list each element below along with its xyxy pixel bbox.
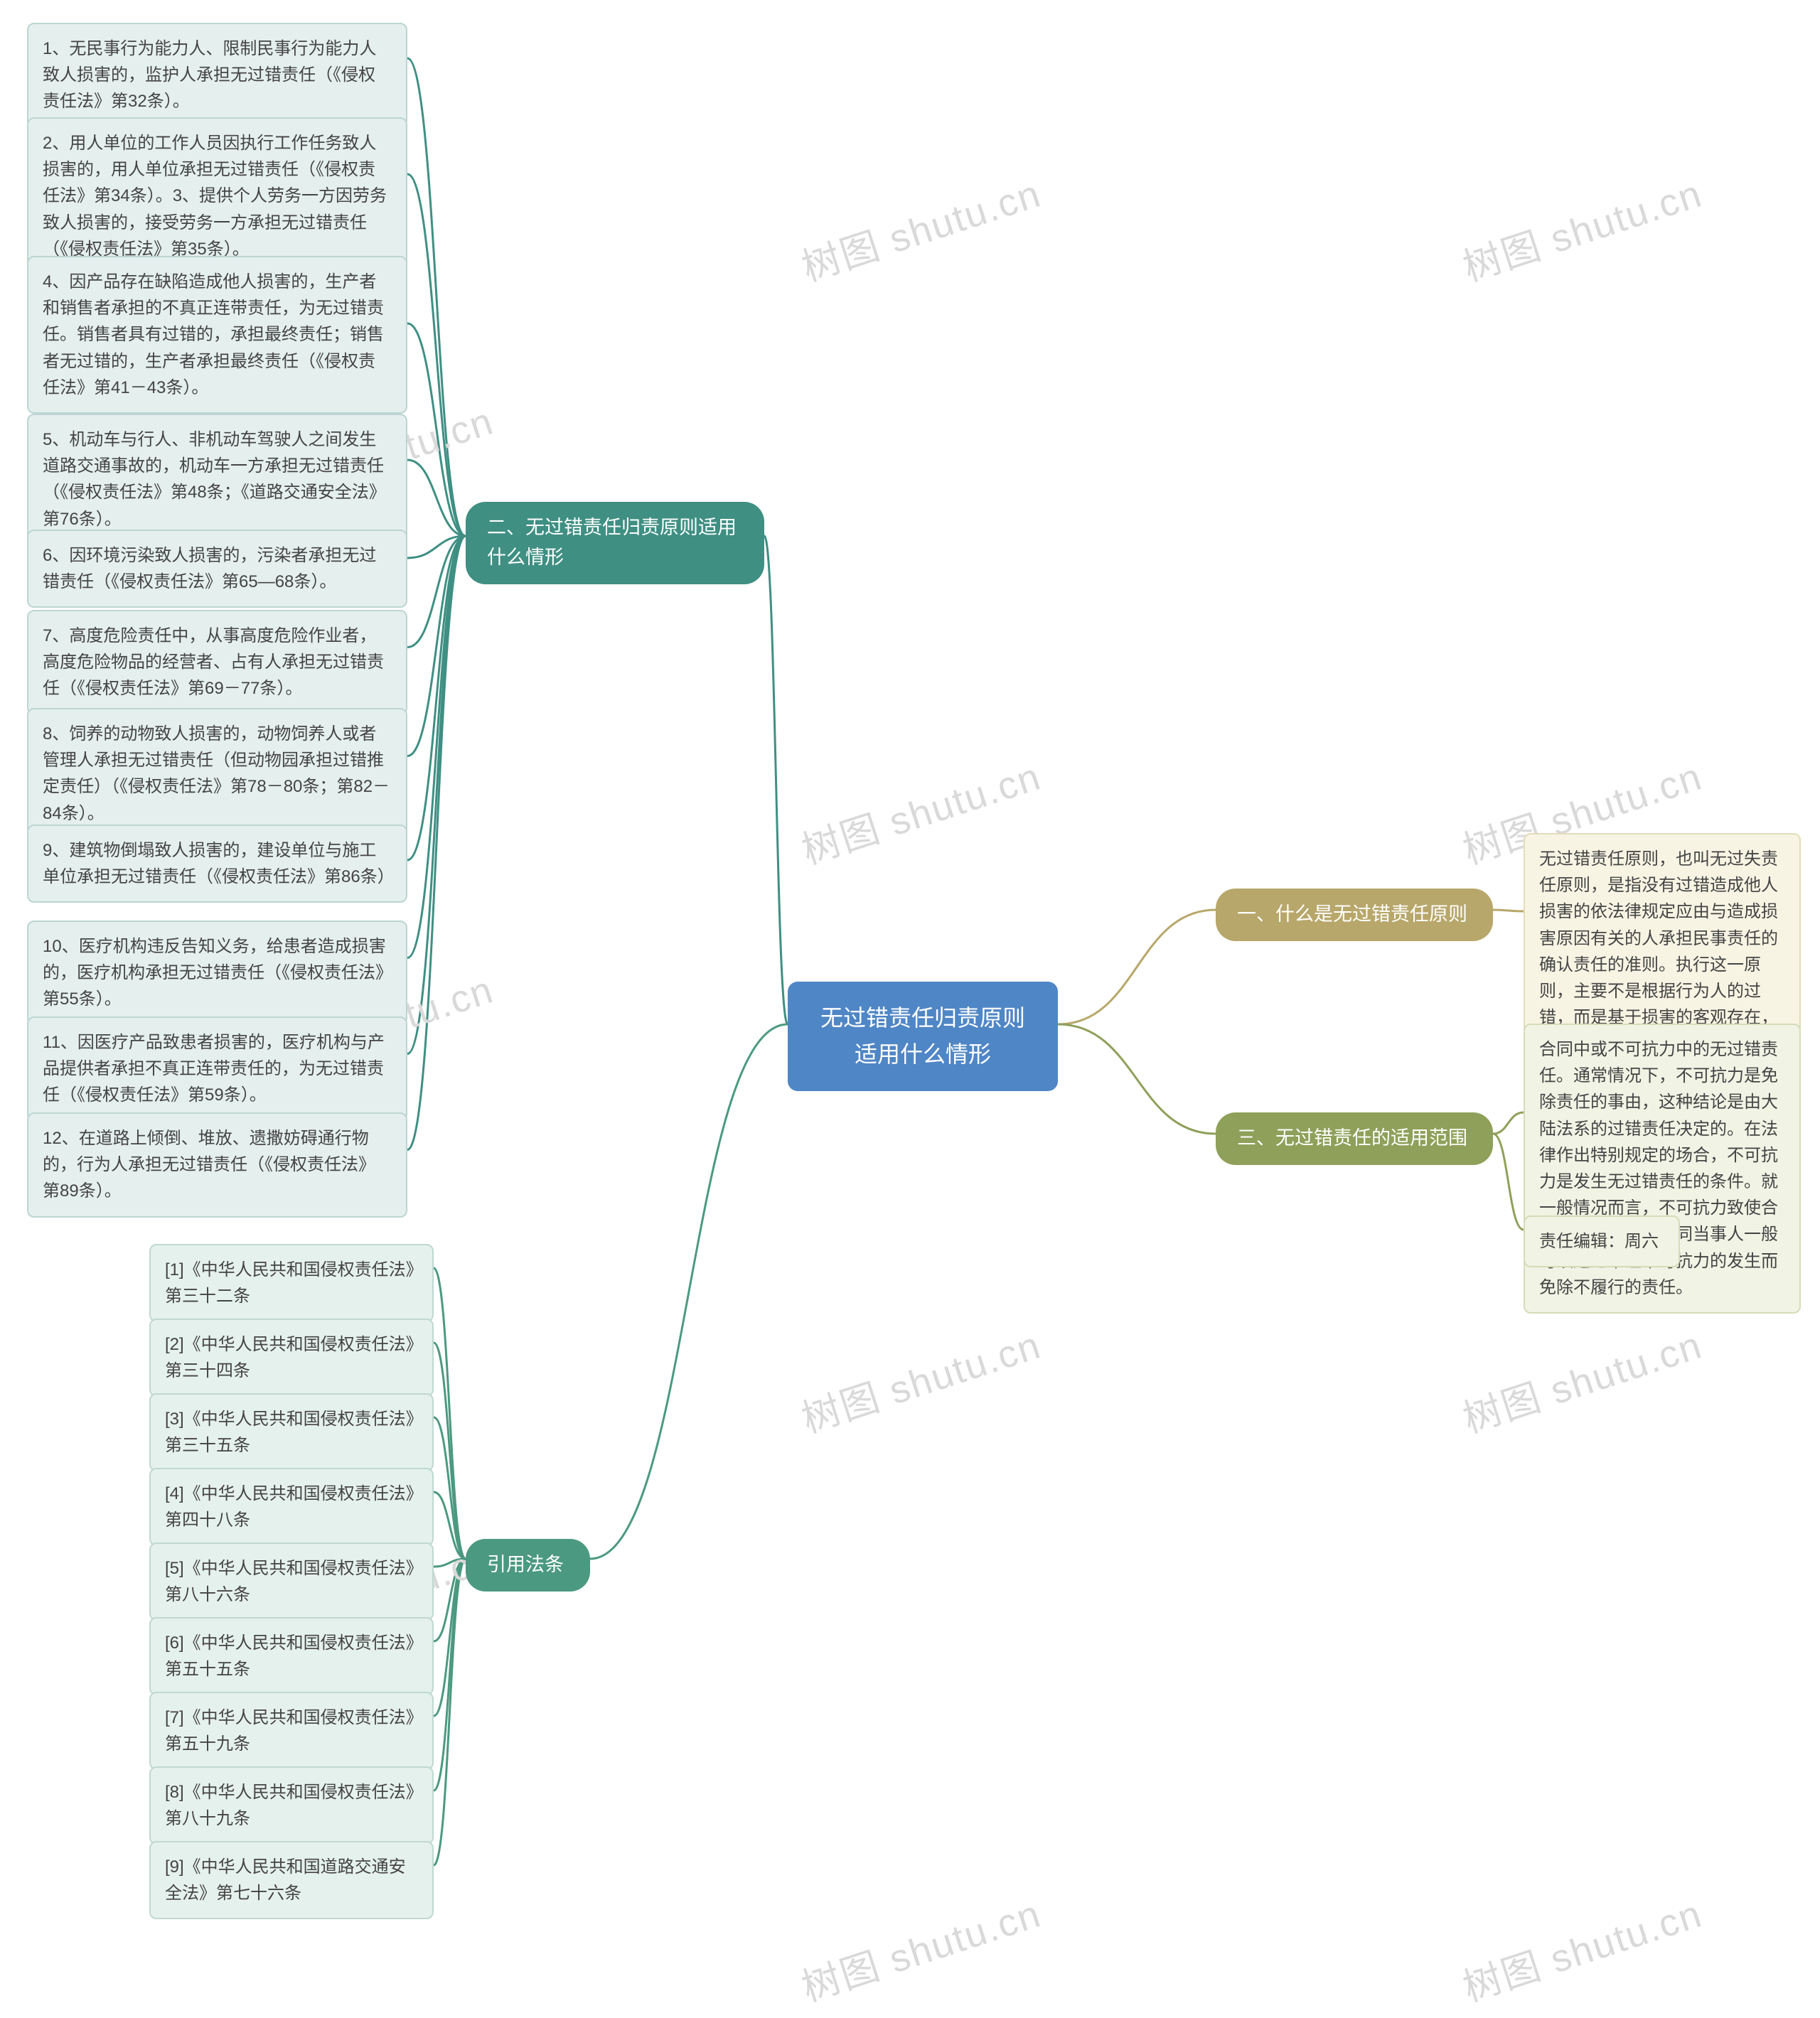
- b4-leaf-3: [4]《中华人民共和国侵权责任法》第四十八条: [149, 1468, 434, 1546]
- b4-leaf-8: [9]《中华人民共和国道路交通安全法》第七十六条: [149, 1841, 434, 1919]
- b2-leaf-3: 5、机动车与行人、非机动车驾驶人之间发生道路交通事故的，机动车一方承担无过错责任…: [27, 414, 407, 545]
- root-node: 无过错责任归责原则适用什么情形: [788, 982, 1058, 1091]
- b2-leaf-9: 11、因医疗产品致患者损害的，医疗机构与产品提供者承担不真正连带责任的，为无过错…: [27, 1016, 407, 1122]
- b2-leaf-1: 2、用人单位的工作人员因执行工作任务致人损害的，用人单位承担无过错责任（《侵权责…: [27, 117, 407, 275]
- b2-leaf-5: 7、高度危险责任中，从事高度危险作业者，高度危险物品的经营者、占有人承担无过错责…: [27, 610, 407, 715]
- b4-leaf-6: [7]《中华人民共和国侵权责任法》第五十九条: [149, 1692, 434, 1770]
- b4-leaf-0: [1]《中华人民共和国侵权责任法》第三十二条: [149, 1244, 434, 1322]
- b2-leaf-4: 6、因环境污染致人损害的，污染者承担无过错责任（《侵权责任法》第65—68条）。: [27, 530, 407, 608]
- b2-leaf-2: 4、因产品存在缺陷造成他人损害的，生产者和销售者承担的不真正连带责任，为无过错责…: [27, 256, 407, 414]
- b2-leaf-10: 12、在道路上倾倒、堆放、遗撒妨碍通行物的，行为人承担无过错责任（《侵权责任法》…: [27, 1112, 407, 1218]
- branch-1-label: 一、什么是无过错责任原则: [1237, 903, 1467, 925]
- branch-1: 一、什么是无过错责任原则: [1216, 889, 1493, 941]
- b4-leaf-2: [3]《中华人民共和国侵权责任法》第三十五条: [149, 1393, 434, 1471]
- branch-4-label: 引用法条: [487, 1554, 564, 1575]
- b2-leaf-8: 10、医疗机构违反告知义务，给患者造成损害的，医疗机构承担无过错责任（《侵权责任…: [27, 921, 407, 1026]
- b2-leaf-7: 9、建筑物倒塌致人损害的，建设单位与施工单位承担无过错责任（《侵权责任法》第86…: [27, 825, 407, 903]
- branch-4: 引用法条: [466, 1539, 590, 1592]
- mindmap-canvas: 树图 shutu.cn树图 shutu.cn树图 shutu.cn树图 shut…: [0, 0, 1820, 2018]
- b2-leaf-0: 1、无民事行为能力人、限制民事行为能力人致人损害的，监护人承担无过错责任（《侵权…: [27, 23, 407, 128]
- b4-leaf-5: [6]《中华人民共和国侵权责任法》第五十五条: [149, 1617, 434, 1695]
- b3-leaf-1: 责任编辑：周六: [1524, 1215, 1680, 1267]
- b2-leaf-6: 8、饲养的动物致人损害的，动物饲养人或者管理人承担无过错责任（但动物园承担过错推…: [27, 708, 407, 839]
- branch-2: 二、无过错责任归责原则适用什么情形: [466, 502, 764, 584]
- branch-3: 三、无过错责任的适用范围: [1216, 1112, 1493, 1165]
- root-label: 无过错责任归责原则适用什么情形: [820, 1005, 1025, 1067]
- b3-leaf-0: 合同中或不可抗力中的无过错责任。通常情况下，不可抗力是免除责任的事由，这种结论是…: [1524, 1024, 1801, 1314]
- b4-leaf-1: [2]《中华人民共和国侵权责任法》第三十四条: [149, 1319, 434, 1397]
- branch-3-label: 三、无过错责任的适用范围: [1237, 1127, 1467, 1149]
- b4-leaf-4: [5]《中华人民共和国侵权责任法》第八十六条: [149, 1542, 434, 1621]
- b4-leaf-7: [8]《中华人民共和国侵权责任法》第八十九条: [149, 1766, 434, 1845]
- branch-2-label: 二、无过错责任归责原则适用什么情形: [487, 517, 737, 568]
